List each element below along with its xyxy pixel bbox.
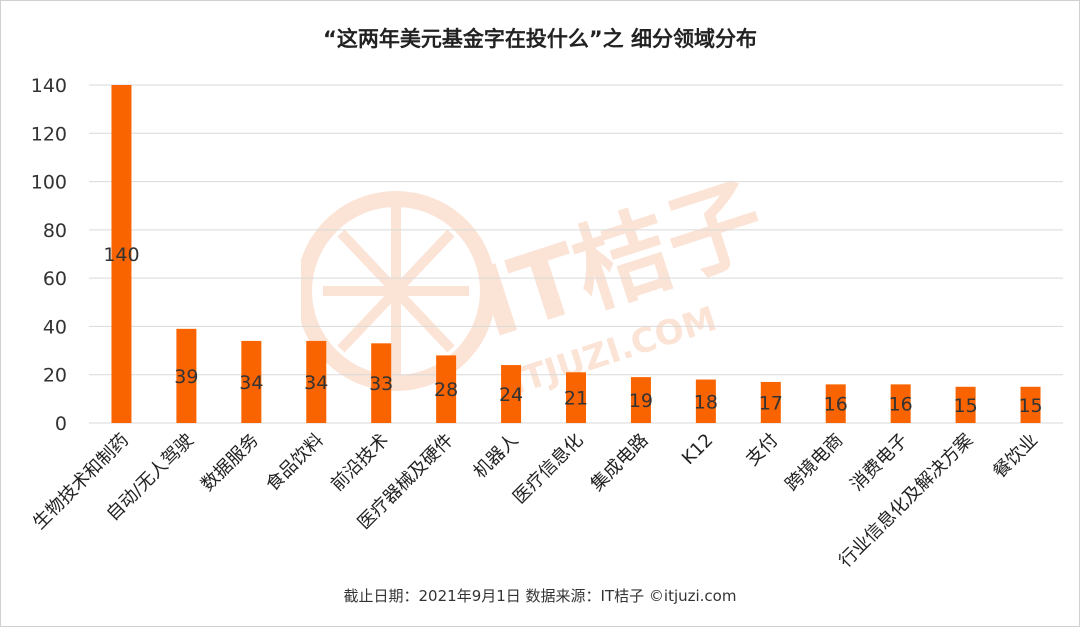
bar	[890, 384, 911, 423]
x-category-label: 支付	[742, 430, 782, 470]
x-category-label: 集成电路	[587, 430, 653, 496]
x-category-label: 消费电子	[846, 430, 912, 496]
data-label: 34	[304, 372, 328, 394]
y-tick-label: 40	[43, 316, 67, 338]
source-note: 截止日期：2021年9月1日 数据来源：IT桔子 ©itjuzi.com	[343, 587, 737, 605]
data-label: 21	[564, 388, 588, 410]
x-category-label: 跨境电商	[782, 430, 848, 496]
x-category-label: 前沿技术	[327, 430, 393, 496]
bar	[630, 377, 651, 423]
bar	[241, 340, 262, 423]
data-label: 28	[434, 379, 458, 401]
y-tick-label: 80	[43, 220, 67, 242]
bar	[501, 365, 522, 423]
data-labels: 140 39 34 34 33 28 24 21 19 18 17 16 16 15 15	[103, 244, 1042, 417]
bar	[306, 340, 327, 423]
data-label: 15	[1018, 395, 1042, 417]
data-label: 15	[954, 395, 978, 417]
x-category-label: 餐饮业	[989, 430, 1042, 483]
bar	[371, 343, 392, 423]
data-label: 34	[239, 372, 263, 394]
data-label: 16	[824, 394, 848, 416]
chart-title: “这两年美元基金字在投什么”之 细分领域分布	[323, 27, 757, 51]
data-label: 39	[174, 366, 198, 388]
bar	[111, 85, 132, 423]
data-label: 19	[629, 390, 653, 412]
data-label: 18	[694, 391, 718, 413]
bar	[566, 372, 586, 423]
bars	[111, 85, 1041, 423]
bar	[825, 384, 846, 423]
bar	[760, 381, 781, 423]
data-label: 140	[103, 244, 139, 266]
y-tick-label: 60	[43, 268, 67, 290]
data-label: 16	[889, 394, 913, 416]
y-tick-label: 100	[31, 172, 67, 194]
y-tick-label: 140	[31, 75, 67, 97]
x-category-label: 机器人	[470, 430, 523, 483]
data-label: 33	[369, 373, 393, 395]
bar	[955, 386, 976, 423]
data-label: 24	[499, 384, 523, 406]
y-tick-label: 20	[43, 365, 67, 387]
data-label: 17	[759, 392, 783, 414]
x-category-label: 数据服务	[197, 430, 263, 496]
bar	[695, 379, 716, 423]
bar	[1020, 386, 1041, 423]
x-category-label: K12	[678, 430, 717, 469]
bar	[176, 328, 197, 423]
y-axis-tick-labels: 0 20 40 60 80 100 120 140	[31, 75, 67, 435]
x-category-label: 行业信息化及解决方案	[835, 430, 977, 572]
bar	[436, 355, 457, 423]
x-category-label: 食品饮料	[262, 430, 328, 496]
y-tick-label: 0	[55, 413, 67, 435]
y-tick-label: 120	[31, 123, 67, 145]
x-category-label: 医疗信息化	[509, 430, 587, 508]
